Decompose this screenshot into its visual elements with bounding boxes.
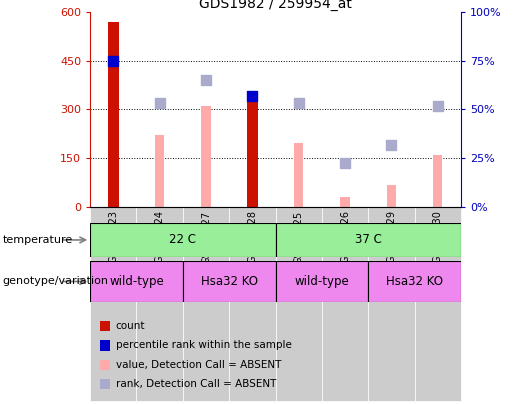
Text: count: count: [116, 321, 145, 331]
Bar: [201, 106, 211, 207]
Text: Hsa32 KO: Hsa32 KO: [201, 275, 258, 288]
Text: temperature: temperature: [3, 235, 73, 245]
Text: rank, Detection Call = ABSENT: rank, Detection Call = ABSENT: [116, 379, 276, 389]
Point: [248, 93, 256, 100]
Bar: [183, 261, 276, 302]
Text: GSM92827: GSM92827: [201, 211, 211, 264]
FancyBboxPatch shape: [415, 207, 461, 401]
Bar: [368, 261, 461, 302]
Text: GSM92826: GSM92826: [340, 211, 350, 263]
FancyBboxPatch shape: [136, 207, 183, 401]
Bar: [276, 261, 368, 302]
Bar: [108, 22, 119, 207]
Text: GSM92823: GSM92823: [108, 211, 118, 263]
Text: GSM92824: GSM92824: [154, 211, 165, 263]
Text: percentile rank within the sample: percentile rank within the sample: [116, 341, 292, 350]
Text: Hsa32 KO: Hsa32 KO: [386, 275, 443, 288]
FancyBboxPatch shape: [90, 207, 136, 401]
Text: wild-type: wild-type: [109, 275, 164, 288]
Point: [387, 142, 396, 148]
Point: [295, 100, 303, 106]
Text: genotype/variation: genotype/variation: [3, 277, 109, 286]
Bar: [90, 223, 276, 257]
Bar: [294, 143, 303, 207]
Text: value, Detection Call = ABSENT: value, Detection Call = ABSENT: [116, 360, 281, 370]
Text: 22 C: 22 C: [169, 233, 196, 247]
Bar: [155, 135, 164, 207]
Bar: [387, 185, 396, 207]
Text: GSM92830: GSM92830: [433, 211, 443, 263]
Point: [109, 58, 117, 64]
Text: GSM92829: GSM92829: [386, 211, 397, 263]
FancyBboxPatch shape: [229, 207, 276, 401]
Bar: [433, 155, 442, 207]
Title: GDS1982 / 259954_at: GDS1982 / 259954_at: [199, 0, 352, 11]
Bar: [276, 223, 461, 257]
Point: [156, 100, 164, 106]
Point: [202, 77, 210, 83]
Bar: [247, 96, 258, 207]
Text: wild-type: wild-type: [295, 275, 349, 288]
Text: GSM92828: GSM92828: [247, 211, 258, 263]
FancyBboxPatch shape: [183, 207, 229, 401]
FancyBboxPatch shape: [322, 207, 368, 401]
Bar: [340, 197, 350, 207]
Point: [434, 103, 442, 109]
Text: 37 C: 37 C: [355, 233, 382, 247]
FancyBboxPatch shape: [276, 207, 322, 401]
Bar: [90, 261, 183, 302]
Text: GSM92825: GSM92825: [294, 211, 304, 264]
FancyBboxPatch shape: [368, 207, 415, 401]
Point: [341, 160, 349, 166]
